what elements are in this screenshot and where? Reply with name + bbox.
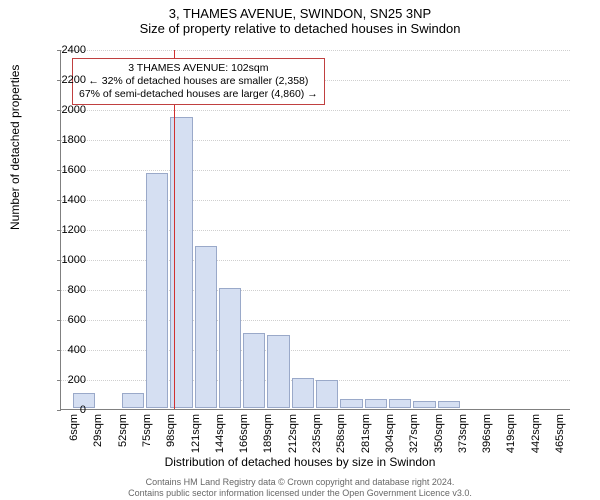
xtick-label: 396sqm (481, 414, 493, 453)
ytick-label: 1000 (46, 254, 86, 266)
footer-line2: Contains public sector information licen… (0, 488, 600, 498)
ytick-label: 800 (46, 284, 86, 296)
xtick-label: 442sqm (530, 414, 542, 453)
ytick-label: 2200 (46, 74, 86, 86)
xtick-label: 166sqm (238, 414, 250, 453)
ytick-label: 200 (46, 374, 86, 386)
histogram-bar (267, 335, 289, 409)
info-line-larger: 67% of semi-detached houses are larger (… (79, 88, 318, 101)
histogram-bar (195, 246, 217, 408)
info-annotation-box: 3 THAMES AVENUE: 102sqm ← 32% of detache… (72, 58, 325, 105)
histogram-bar (146, 173, 168, 409)
gridline (61, 50, 570, 51)
footer-line1: Contains HM Land Registry data © Crown c… (0, 477, 600, 487)
xtick-label: 75sqm (141, 414, 153, 447)
xtick-label: 52sqm (117, 414, 129, 447)
gridline (61, 320, 570, 321)
gridline (61, 110, 570, 111)
histogram-bar (122, 393, 144, 408)
gridline (61, 140, 570, 141)
xtick-label: 98sqm (165, 414, 177, 447)
gridline (61, 260, 570, 261)
ytick-label: 400 (46, 344, 86, 356)
xtick-label: 373sqm (457, 414, 469, 453)
ytick-label: 0 (46, 404, 86, 416)
xtick-label: 419sqm (505, 414, 517, 453)
xtick-label: 144sqm (214, 414, 226, 453)
xtick-label: 29sqm (92, 414, 104, 447)
histogram-bar (365, 399, 387, 408)
histogram-bar (413, 401, 435, 409)
xtick-label: 350sqm (433, 414, 445, 453)
title-block: 3, THAMES AVENUE, SWINDON, SN25 3NP Size… (0, 0, 600, 36)
xtick-label: 6sqm (68, 414, 80, 441)
info-line-size: 3 THAMES AVENUE: 102sqm (79, 62, 318, 75)
gridline (61, 170, 570, 171)
title-address: 3, THAMES AVENUE, SWINDON, SN25 3NP (0, 6, 600, 21)
ytick-label: 1200 (46, 224, 86, 236)
gridline (61, 290, 570, 291)
ytick-label: 2000 (46, 104, 86, 116)
histogram-bar (340, 399, 362, 408)
title-subtitle: Size of property relative to detached ho… (0, 21, 600, 36)
histogram-bar (243, 333, 265, 408)
gridline (61, 230, 570, 231)
xtick-label: 189sqm (262, 414, 274, 453)
xtick-label: 304sqm (384, 414, 396, 453)
xtick-label: 235sqm (311, 414, 323, 453)
xtick-label: 327sqm (408, 414, 420, 453)
histogram-bar (316, 380, 338, 409)
histogram-bar (219, 288, 241, 408)
histogram-bar (292, 378, 314, 408)
xtick-label: 281sqm (360, 414, 372, 453)
ytick-label: 600 (46, 314, 86, 326)
info-line-smaller: ← 32% of detached houses are smaller (2,… (79, 75, 318, 88)
ytick-label: 1800 (46, 134, 86, 146)
x-axis-label: Distribution of detached houses by size … (0, 455, 600, 469)
histogram-bar (438, 401, 460, 409)
y-axis-label: Number of detached properties (8, 65, 22, 230)
ytick-label: 2400 (46, 44, 86, 56)
chart-container: 3, THAMES AVENUE, SWINDON, SN25 3NP Size… (0, 0, 600, 500)
histogram-bar (389, 399, 411, 408)
xtick-label: 258sqm (335, 414, 347, 453)
footer-attribution: Contains HM Land Registry data © Crown c… (0, 477, 600, 498)
gridline (61, 200, 570, 201)
gridline (61, 350, 570, 351)
xtick-label: 121sqm (190, 414, 202, 453)
ytick-label: 1400 (46, 194, 86, 206)
ytick-label: 1600 (46, 164, 86, 176)
xtick-label: 212sqm (287, 414, 299, 453)
xtick-label: 465sqm (554, 414, 566, 453)
